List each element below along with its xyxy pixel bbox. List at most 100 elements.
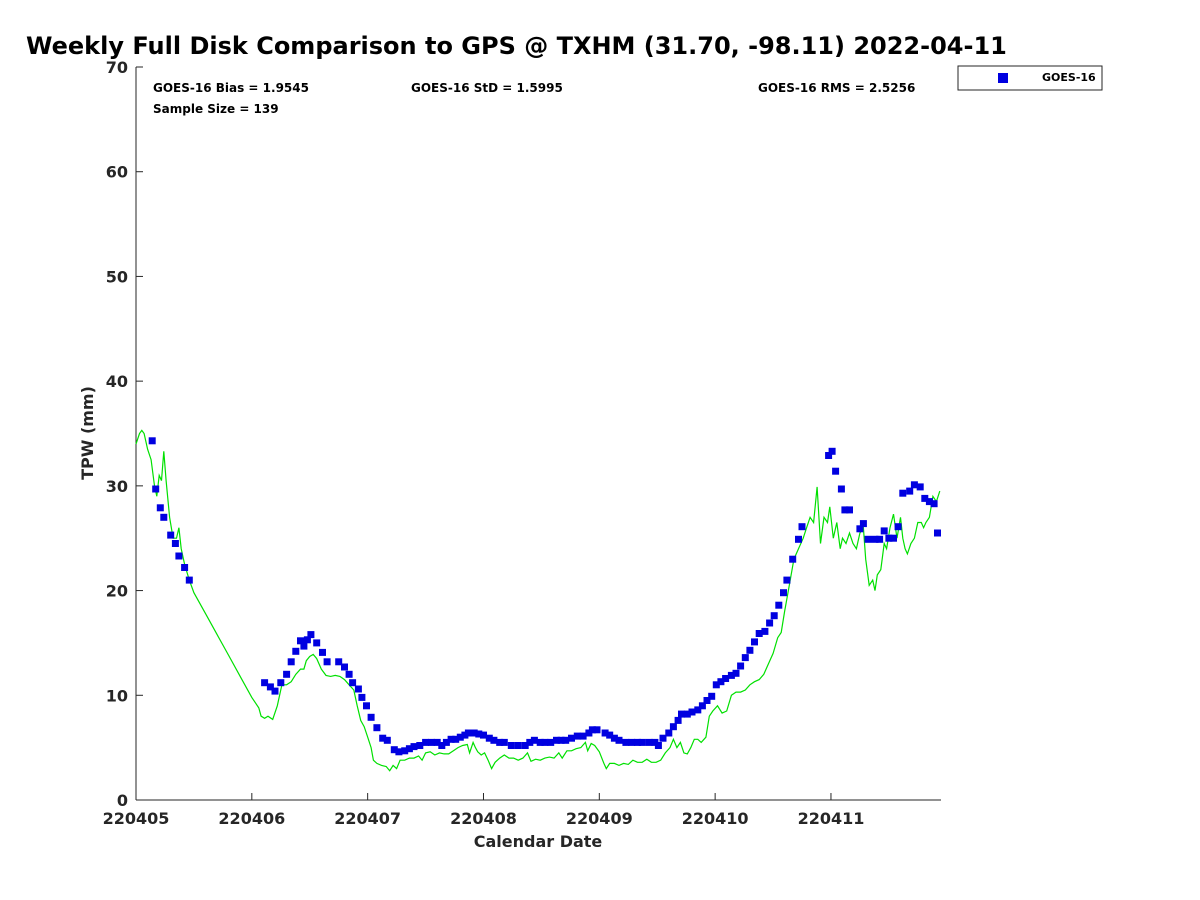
goes16-data-point (694, 706, 702, 714)
goes16-data-point (383, 736, 391, 744)
goes16-data-point (761, 627, 769, 635)
goes16-data-point (541, 738, 549, 746)
goes16-data-point (422, 738, 430, 746)
goes16-data-point (606, 731, 614, 739)
rms-annotation: GOES-16 RMS = 2.5256 (758, 81, 915, 95)
goes16-data-point (568, 734, 575, 742)
goes16-data-point (766, 619, 774, 627)
goes16-data-point (659, 734, 667, 742)
goes16-data-point (475, 730, 483, 738)
goes16-data-point (562, 736, 570, 744)
goes16-data-point (832, 467, 840, 475)
goes16-data-point (593, 726, 601, 734)
goes16-data-point (438, 742, 446, 749)
sample-size-annotation: Sample Size = 139 (153, 102, 279, 116)
goes16-data-point (496, 738, 504, 746)
goes16-data-point (148, 437, 156, 445)
goes16-data-point (751, 638, 758, 646)
goes16-data-point (737, 662, 745, 670)
goes16-data-point (775, 601, 783, 609)
goes16-data-point (373, 724, 381, 732)
goes16-data-point (167, 531, 175, 539)
goes16-data-point (712, 681, 720, 689)
goes16-data-point (358, 693, 366, 701)
goes16-data-point (283, 670, 291, 678)
goes16-data-point (579, 732, 587, 740)
goes16-data-point (464, 729, 472, 737)
goes16-data-point (452, 735, 460, 743)
x-tick-label: 220411 (798, 809, 865, 828)
bias-annotation: GOES-16 Bias = 1.9545 (153, 81, 309, 95)
goes16-data-point (732, 669, 740, 677)
goes16-data-point (303, 636, 311, 644)
goes16-data-point (846, 506, 853, 514)
goes16-data-point (703, 697, 711, 704)
goes16-data-point (859, 520, 867, 528)
goes16-data-point (717, 678, 725, 686)
goes16-data-point (678, 710, 685, 718)
goes16-data-point (442, 738, 450, 746)
goes16-data-point (553, 736, 560, 744)
goes16-data-point (864, 535, 872, 543)
legend-marker (998, 73, 1008, 83)
goes16-data-point (433, 738, 441, 746)
goes16-data-point (698, 702, 706, 710)
goes16-data-point (521, 742, 529, 749)
goes16-data-point (287, 658, 295, 666)
goes16-data-point (480, 731, 487, 739)
x-tick-label: 220409 (566, 809, 633, 828)
goes16-data-point (345, 670, 353, 678)
goes16-data-point (885, 534, 893, 542)
goes16-data-point (634, 738, 641, 746)
goes16-data-point (746, 646, 754, 654)
goes16-data-point (416, 742, 424, 749)
x-tick-label: 220405 (103, 809, 170, 828)
goes16-data-point (447, 735, 455, 743)
goes16-data-point (916, 483, 924, 491)
goes16-data-point (557, 736, 565, 744)
goes16-data-point (292, 647, 300, 655)
goes16-data-point (669, 723, 677, 731)
series-layer (135, 429, 941, 772)
legend-box (957, 65, 1103, 91)
goes16-data-point (798, 523, 806, 531)
goes16-data-point (674, 716, 682, 724)
goes16-data-point (841, 506, 849, 514)
goes16-data-point (307, 631, 315, 639)
goes16-data-point (783, 576, 791, 584)
goes16-data-point (335, 658, 343, 666)
goes16-data-point (825, 452, 833, 459)
goes16-data-point (363, 702, 370, 710)
goes16-data-point (665, 729, 673, 737)
goes16-data-point (536, 738, 544, 746)
x-tick-label: 220410 (682, 809, 749, 828)
goes16-data-point (319, 648, 326, 656)
goes16-data-point (507, 742, 515, 749)
goes16-data-point (654, 742, 662, 749)
y-tick-label: 40 (106, 372, 128, 391)
goes16-data-point (470, 729, 478, 737)
goes16-data-point (688, 708, 696, 716)
goes16-data-point (261, 679, 269, 687)
goes16-data-point (894, 523, 902, 531)
goes16-data-point (741, 654, 749, 662)
goes16-data-point (379, 734, 387, 742)
y-axis-label: TPW (mm) (78, 386, 97, 480)
goes16-data-point (354, 685, 362, 693)
goes16-data-point (573, 732, 581, 740)
goes16-data-point (514, 742, 522, 749)
goes16-data-point (628, 738, 636, 746)
goes16-data-point (925, 498, 933, 506)
y-tick-label: 50 (106, 267, 128, 286)
chart-title: Weekly Full Disk Comparison to GPS @ TXH… (26, 32, 1007, 60)
goes16-data-point (160, 513, 168, 521)
x-tick-label: 220406 (218, 809, 285, 828)
goes16-data-point (266, 683, 274, 691)
goes16-data-point (349, 679, 357, 687)
legend: GOES-16 (957, 65, 1103, 91)
legend-label: GOES-16 (1042, 71, 1096, 84)
goes16-data-point (828, 447, 836, 455)
goes16-data-point (175, 552, 183, 560)
goes16-data-point (856, 525, 864, 533)
